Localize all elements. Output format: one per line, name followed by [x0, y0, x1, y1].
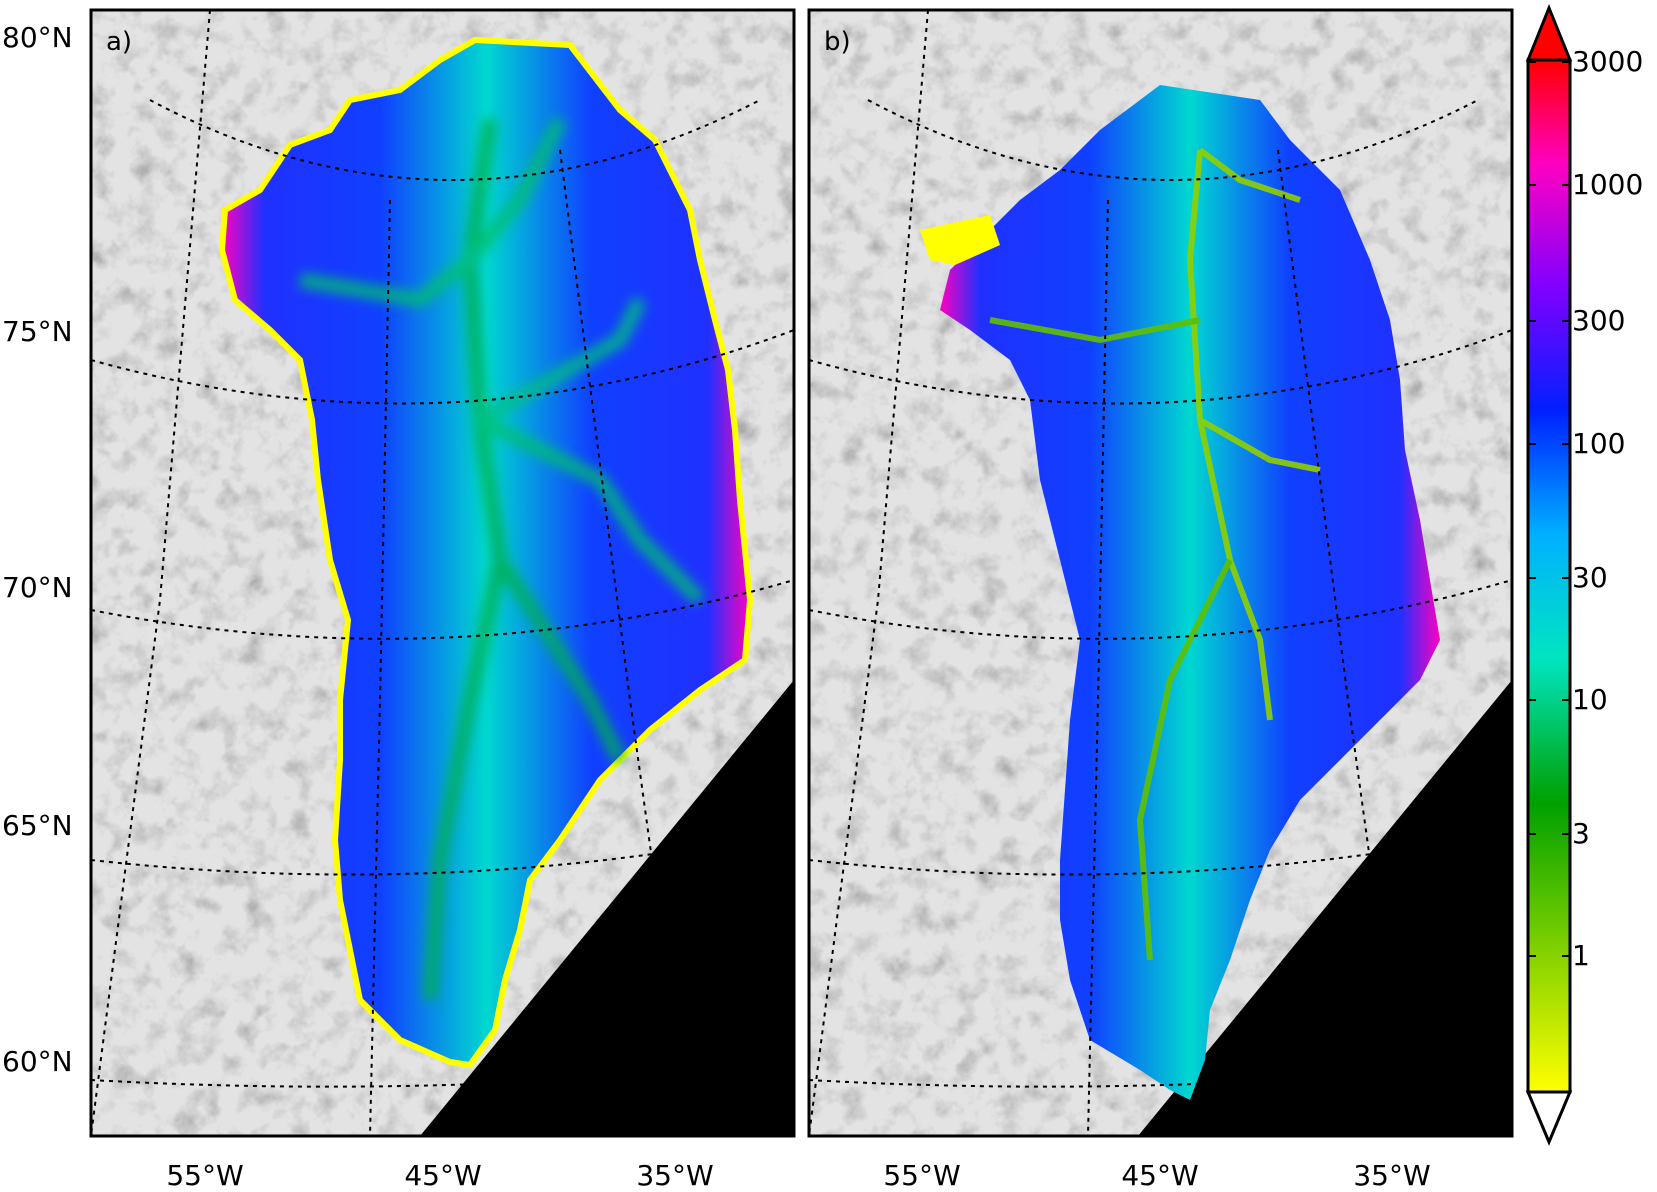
- panel-a-ice-flow-lines: [298, 116, 705, 1001]
- longitude-label-55w-panel-a: 55°W: [166, 1159, 244, 1192]
- panel-a-label: a): [106, 27, 133, 57]
- panel-b-map: [809, 10, 1512, 1136]
- latitude-label-80n: 80°N: [2, 21, 73, 54]
- latitude-label-65n: 65°N: [2, 809, 73, 842]
- panel-b-ice-flow-lines: [989, 147, 1321, 961]
- colorbar-label-10: 10: [1572, 683, 1608, 716]
- colorbar-label-100: 100: [1572, 427, 1626, 460]
- panel-b-label: b): [824, 27, 851, 57]
- panel-a-frame: [89, 8, 796, 1138]
- panel-b-no-data-region: [1138, 680, 1512, 1136]
- panel-b-frame: [807, 8, 1514, 1138]
- colorbar-label-3000: 3000: [1572, 45, 1644, 78]
- colorbar: [1525, 3, 1573, 1146]
- panel-b-ice-sheet: [940, 85, 1440, 1100]
- panel-a-no-data-region: [420, 680, 794, 1136]
- longitude-label-45w-panel-a: 45°W: [404, 1159, 482, 1192]
- colorbar-ticks: [1528, 61, 1570, 957]
- latitude-label-60n: 60°N: [2, 1045, 73, 1078]
- panel-b-nw-ice-edge: [920, 215, 1000, 265]
- latitude-label-75n: 75°N: [2, 315, 73, 348]
- latitude-label-70n: 70°N: [2, 571, 73, 604]
- colorbar-frame: [1526, 58, 1572, 1094]
- colorbar-label-1: 1: [1572, 939, 1590, 972]
- colorbar-gradient: [1528, 60, 1570, 1092]
- colorbar-extend-min-triangle: [1525, 1090, 1573, 1146]
- longitude-label-55w-panel-b: 55°W: [883, 1159, 961, 1192]
- colorbar-extend-max-triangle: [1525, 3, 1573, 62]
- colorbar-label-300: 300: [1572, 304, 1626, 337]
- panel-a-ice-sheet: [218, 36, 754, 1069]
- longitude-label-35w-panel-b: 35°W: [1353, 1159, 1431, 1192]
- panel-a-map: [91, 10, 794, 1136]
- colorbar-label-30: 30: [1572, 561, 1608, 594]
- graticule: [91, 10, 1512, 1136]
- colorbar-label-1000: 1000: [1572, 168, 1644, 201]
- colorbar-label-3: 3: [1572, 817, 1590, 850]
- longitude-label-35w-panel-a: 35°W: [636, 1159, 714, 1192]
- longitude-label-45w-panel-b: 45°W: [1121, 1159, 1199, 1192]
